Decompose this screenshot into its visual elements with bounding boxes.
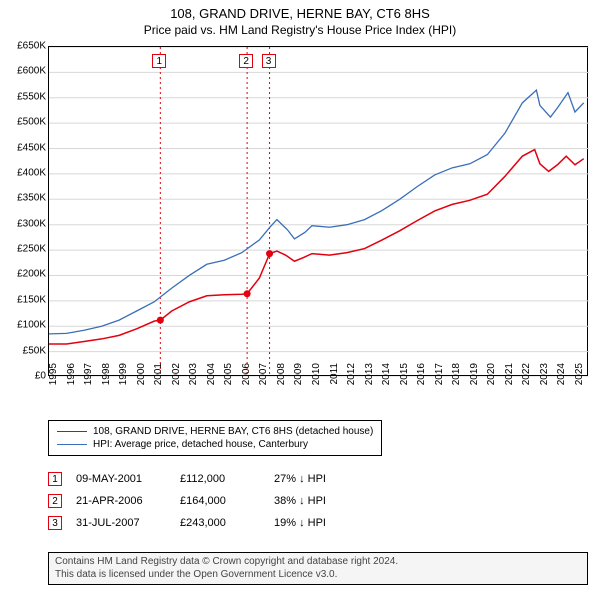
y-tick-label: £600K (2, 66, 46, 77)
y-tick-label: £500K (2, 117, 46, 128)
x-tick-label: 2004 (206, 363, 217, 393)
x-tick-label: 2025 (574, 363, 585, 393)
x-tick-label: 1997 (83, 363, 94, 393)
x-tick-label: 2007 (258, 363, 269, 393)
legend-swatch (57, 431, 87, 433)
sale-events-table: 1 09-MAY-2001 £112,000 27% ↓ HPI 2 21-APR-200… (48, 468, 364, 534)
x-tick-label: 2012 (346, 363, 357, 393)
x-tick-label: 2019 (469, 363, 480, 393)
footer-line-2: This data is licensed under the Open Gov… (55, 569, 581, 582)
x-tick-label: 1996 (66, 363, 77, 393)
x-tick-label: 2009 (293, 363, 304, 393)
chart-plot-area (48, 46, 588, 376)
legend-item: HPI: Average price, detached house, Cant… (57, 438, 373, 451)
sale-marker-2: 2 (239, 54, 253, 68)
chart-container: 108, GRAND DRIVE, HERNE BAY, CT6 8HS Pri… (0, 0, 600, 590)
x-tick-label: 2010 (311, 363, 322, 393)
x-tick-label: 2015 (399, 363, 410, 393)
x-tick-label: 2011 (329, 363, 340, 393)
y-tick-label: £400K (2, 167, 46, 178)
legend-label: HPI: Average price, detached house, Cant… (93, 439, 308, 450)
footer-line-1: Contains HM Land Registry data © Crown c… (55, 556, 581, 569)
y-tick-label: £200K (2, 269, 46, 280)
sale-event-row: 2 21-APR-2006 £164,000 38% ↓ HPI (48, 490, 364, 512)
sale-event-price: £164,000 (180, 495, 260, 507)
y-tick-label: £100K (2, 320, 46, 331)
sale-event-marker: 1 (48, 472, 62, 486)
title-line-1: 108, GRAND DRIVE, HERNE BAY, CT6 8HS (0, 6, 600, 21)
sale-event-price: £112,000 (180, 473, 260, 485)
sale-marker-3: 3 (262, 54, 276, 68)
x-tick-label: 2005 (223, 363, 234, 393)
sale-event-date: 31-JUL-2007 (76, 517, 166, 529)
x-tick-label: 2001 (153, 363, 164, 393)
sale-event-date: 21-APR-2006 (76, 495, 166, 507)
x-tick-label: 2023 (539, 363, 550, 393)
x-tick-label: 2014 (381, 363, 392, 393)
x-tick-label: 2017 (434, 363, 445, 393)
x-tick-label: 2021 (504, 363, 515, 393)
y-tick-label: £150K (2, 294, 46, 305)
chart-svg (49, 47, 589, 377)
sale-event-diff: 27% ↓ HPI (274, 473, 364, 485)
y-tick-label: £250K (2, 244, 46, 255)
x-tick-label: 2006 (241, 363, 252, 393)
x-tick-label: 1998 (101, 363, 112, 393)
x-tick-label: 2008 (276, 363, 287, 393)
sale-event-row: 1 09-MAY-2001 £112,000 27% ↓ HPI (48, 468, 364, 490)
x-tick-label: 2003 (188, 363, 199, 393)
legend-label: 108, GRAND DRIVE, HERNE BAY, CT6 8HS (de… (93, 426, 373, 437)
y-tick-label: £350K (2, 193, 46, 204)
x-tick-label: 2016 (416, 363, 427, 393)
y-tick-label: £0 (2, 371, 46, 382)
sale-marker-1: 1 (152, 54, 166, 68)
sale-event-diff: 19% ↓ HPI (274, 517, 364, 529)
x-tick-label: 2002 (171, 363, 182, 393)
sale-event-marker: 3 (48, 516, 62, 530)
x-tick-label: 2000 (136, 363, 147, 393)
sale-event-diff: 38% ↓ HPI (274, 495, 364, 507)
y-tick-label: £50K (2, 345, 46, 356)
footer-attribution: Contains HM Land Registry data © Crown c… (48, 552, 588, 585)
sale-event-price: £243,000 (180, 517, 260, 529)
y-tick-label: £450K (2, 142, 46, 153)
y-tick-label: £550K (2, 91, 46, 102)
x-tick-label: 2024 (556, 363, 567, 393)
x-tick-label: 2013 (364, 363, 375, 393)
legend-swatch (57, 444, 87, 446)
series-hpi (49, 90, 584, 334)
sale-event-date: 09-MAY-2001 (76, 473, 166, 485)
y-tick-label: £650K (2, 41, 46, 52)
legend: 108, GRAND DRIVE, HERNE BAY, CT6 8HS (de… (48, 420, 382, 456)
sale-event-marker: 2 (48, 494, 62, 508)
title-block: 108, GRAND DRIVE, HERNE BAY, CT6 8HS Pri… (0, 0, 600, 39)
x-tick-label: 1995 (48, 363, 59, 393)
x-tick-label: 1999 (118, 363, 129, 393)
sale-event-row: 3 31-JUL-2007 £243,000 19% ↓ HPI (48, 512, 364, 534)
x-tick-label: 2020 (486, 363, 497, 393)
title-line-2: Price paid vs. HM Land Registry's House … (0, 23, 600, 37)
legend-item: 108, GRAND DRIVE, HERNE BAY, CT6 8HS (de… (57, 425, 373, 438)
y-tick-label: £300K (2, 218, 46, 229)
x-tick-label: 2018 (451, 363, 462, 393)
x-tick-label: 2022 (521, 363, 532, 393)
